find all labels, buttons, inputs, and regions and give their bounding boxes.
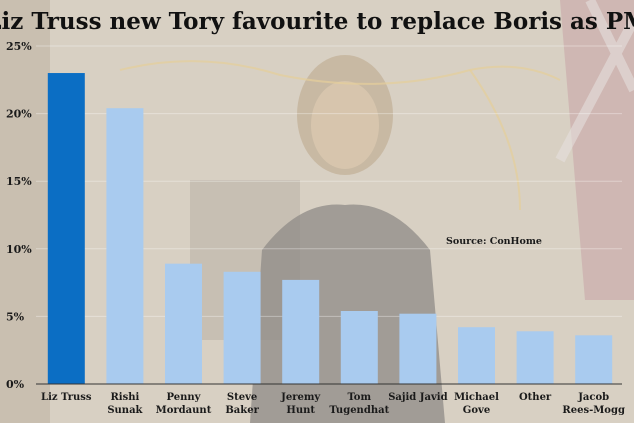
x-tick-label: Steve [227, 392, 257, 403]
x-tick-label: Sajid Javid [388, 392, 447, 403]
x-tick-label: Rishi [110, 392, 139, 403]
x-tick-label: Sunak [107, 405, 143, 416]
x-tick-label: Baker [225, 405, 259, 416]
x-tick-label: Rees-Mogg [562, 405, 625, 416]
x-tick-label: Tugendhat [329, 405, 389, 416]
x-tick-label: Gove [463, 405, 490, 416]
y-tick-label: 25% [6, 40, 32, 53]
x-tick-label: Penny [167, 392, 202, 403]
y-tick-label: 0% [6, 378, 25, 391]
chart-title: Liz Truss new Tory favourite to replace … [0, 8, 634, 35]
y-axis-ticks: 0% 5% 10% 15% 20% 25% [6, 40, 32, 391]
x-tick-label: Hunt [286, 405, 315, 416]
y-tick-label: 10% [6, 243, 32, 256]
bar [516, 331, 554, 384]
bar [165, 263, 202, 384]
bar [399, 313, 437, 384]
x-tick-label: Michael [454, 392, 499, 403]
bar [106, 108, 144, 384]
x-tick-label: Jeremy [280, 392, 321, 403]
bar [340, 310, 378, 384]
x-tick-label: Other [519, 392, 552, 403]
y-tick-label: 20% [6, 108, 32, 121]
y-tick-label: 5% [6, 310, 25, 323]
bar [282, 279, 320, 384]
bar [223, 271, 261, 384]
bar [458, 327, 495, 384]
x-tick-label: Liz Truss [41, 392, 92, 403]
x-tick-label: Jacob [577, 392, 609, 403]
y-tick-label: 15% [6, 175, 32, 188]
x-tick-label: Mordaunt [156, 405, 212, 416]
bar [47, 73, 85, 384]
x-axis-labels: Liz Truss Rishi Sunak Penny Mordaunt Steve Bak… [41, 392, 625, 416]
bar [575, 335, 613, 384]
x-tick-label: Tom [348, 392, 372, 403]
chart-bars [47, 73, 613, 384]
source-note: Source: ConHome [446, 236, 542, 247]
